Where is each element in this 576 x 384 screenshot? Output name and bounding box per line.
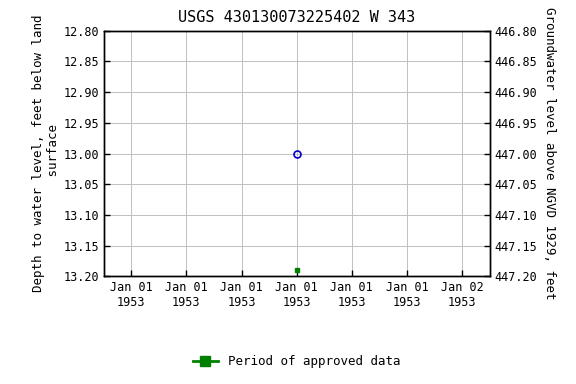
Title: USGS 430130073225402 W 343: USGS 430130073225402 W 343 [178,10,415,25]
Y-axis label: Depth to water level, feet below land
 surface: Depth to water level, feet below land su… [32,15,60,292]
Legend: Period of approved data: Period of approved data [188,351,406,374]
Y-axis label: Groundwater level above NGVD 1929, feet: Groundwater level above NGVD 1929, feet [543,7,556,300]
